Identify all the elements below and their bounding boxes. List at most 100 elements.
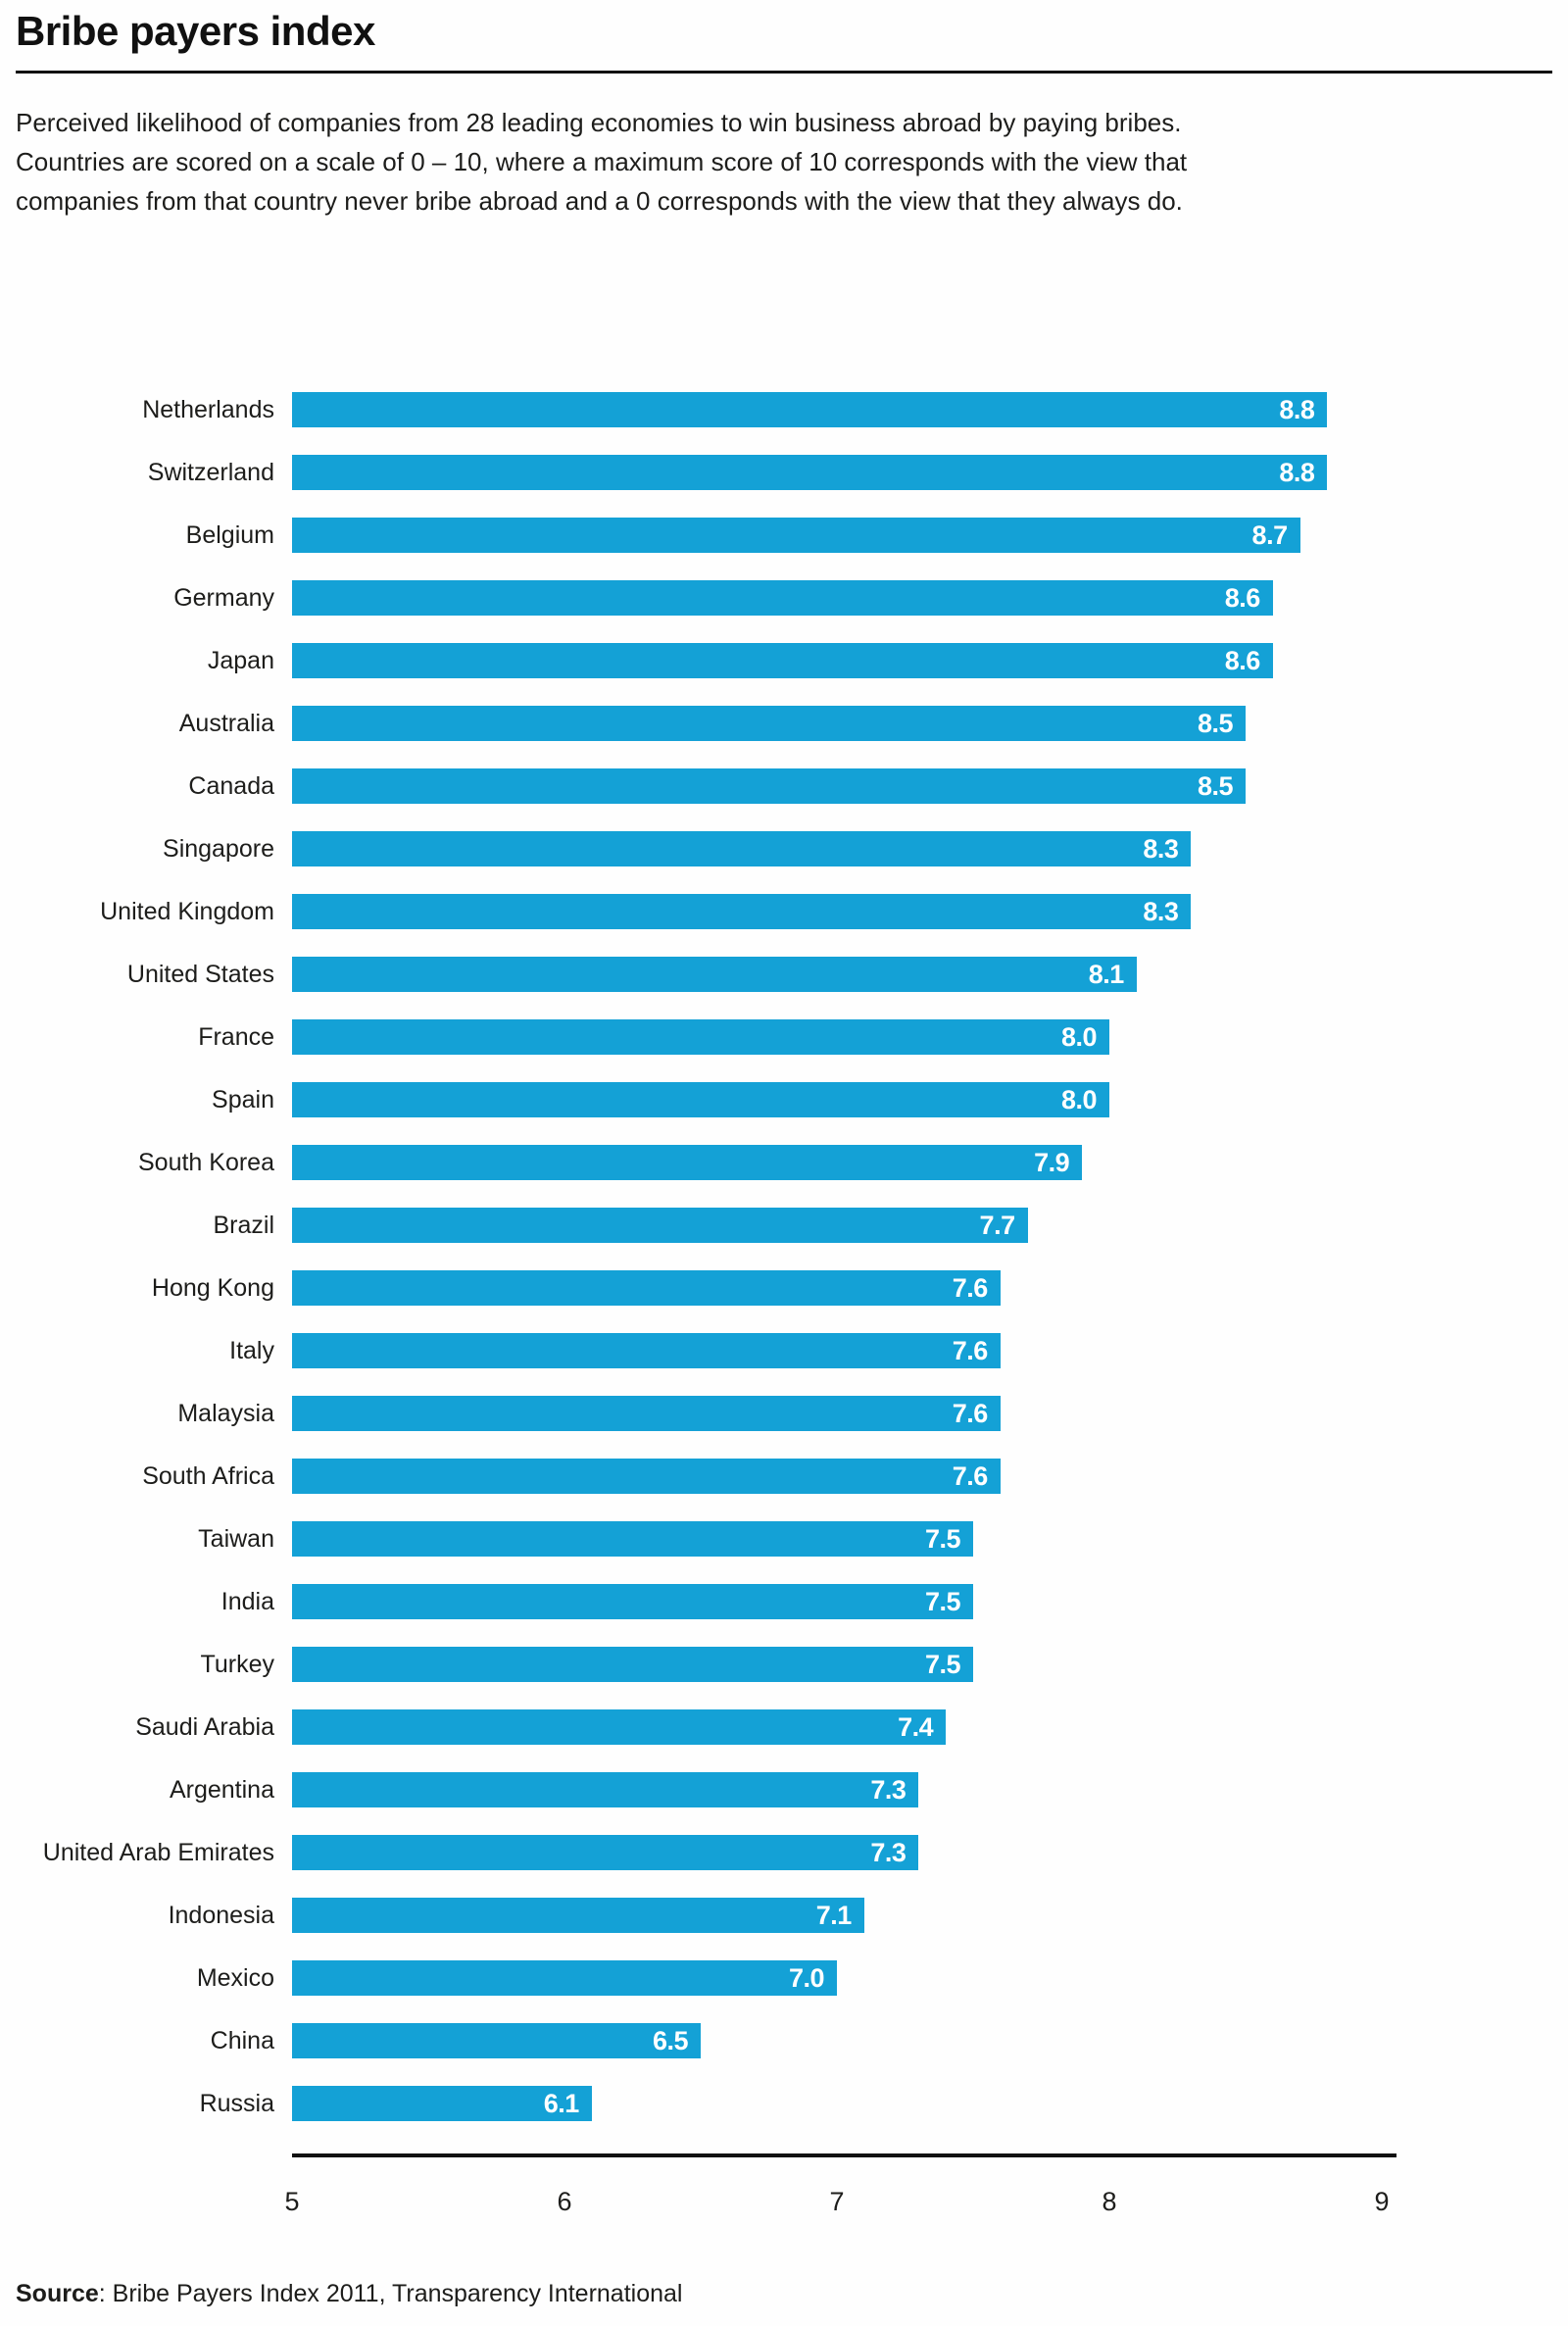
bar-value-label: 8.1 [1088, 959, 1125, 989]
country-label: Japan [207, 646, 274, 674]
chart-row: Spain 8.0 [0, 1068, 1568, 1131]
country-label: Netherlands [142, 395, 274, 423]
axis-tick-label: 7 [829, 2187, 845, 2216]
chart-row: Mexico 7.0 [0, 1947, 1568, 2009]
chart-row: United Arab Emirates 7.3 [0, 1821, 1568, 1884]
x-axis-line [292, 2153, 1396, 2157]
bar-value-label: 7.6 [952, 1335, 989, 1365]
country-label: India [220, 1587, 274, 1615]
country-label: Belgium [185, 520, 274, 549]
description-line: companies from that country never bribe … [16, 186, 1183, 216]
bar-value-label: 7.6 [952, 1460, 989, 1491]
bar: 8.6 [292, 643, 1273, 678]
bar: 7.0 [292, 1960, 837, 1996]
bar-value-label: 8.5 [1197, 708, 1234, 738]
bar-value-label: 7.3 [870, 1837, 906, 1867]
country-label: South Africa [142, 1461, 274, 1490]
bar: 7.6 [292, 1333, 1001, 1368]
bar-value-label: 8.5 [1197, 770, 1234, 801]
chart-row: Netherlands 8.8 [0, 378, 1568, 441]
bar-value-label: 8.8 [1279, 457, 1315, 487]
country-label: Mexico [196, 1963, 274, 1992]
country-label: Turkey [200, 1650, 274, 1678]
country-label: Argentina [169, 1775, 274, 1804]
chart-row: Canada 8.5 [0, 755, 1568, 817]
chart-row: United Kingdom 8.3 [0, 880, 1568, 943]
bar-value-label: 7.5 [924, 1649, 961, 1679]
bar: 7.3 [292, 1835, 919, 1870]
bar-value-label: 8.0 [1060, 1021, 1098, 1052]
bar-value-label: 7.5 [924, 1586, 961, 1616]
country-label: United Arab Emirates [42, 1838, 274, 1866]
country-label: Indonesia [168, 1901, 274, 1929]
chart-row: United States 8.1 [0, 943, 1568, 1006]
bar-value-label: 7.0 [788, 1962, 825, 1993]
bar: 7.1 [292, 1898, 864, 1933]
bar-value-label: 8.3 [1143, 833, 1179, 864]
bar: 8.7 [292, 518, 1300, 553]
bar: 6.1 [292, 2086, 592, 2121]
bar: 7.5 [292, 1647, 973, 1682]
bar: 8.8 [292, 455, 1328, 490]
chart-row: India 7.5 [0, 1570, 1568, 1633]
country-label: Taiwan [198, 1524, 274, 1553]
country-label: Malaysia [177, 1399, 274, 1427]
title-divider [16, 71, 1552, 74]
bar: 7.5 [292, 1521, 973, 1557]
bar: 7.5 [292, 1584, 973, 1619]
country-label: South Korea [138, 1148, 274, 1176]
chart-row: France 8.0 [0, 1006, 1568, 1068]
bar-value-label: 8.7 [1251, 520, 1289, 550]
bar: 8.8 [292, 392, 1328, 427]
bar-value-label: 7.4 [898, 1711, 934, 1742]
chart-row: China 6.5 [0, 2009, 1568, 2072]
chart-rows: Netherlands 8.8 Switzerland 8.8 Belgium … [0, 378, 1568, 2135]
bar-value-label: 8.3 [1143, 896, 1179, 926]
country-label: Russia [199, 2089, 274, 2117]
chart-description: Perceived likelihood of companies from 2… [16, 103, 1552, 221]
bar: 7.6 [292, 1270, 1001, 1306]
description-line: Perceived likelihood of companies from 2… [16, 108, 1182, 137]
axis-tick-label: 9 [1374, 2187, 1390, 2216]
chart-row: Saudi Arabia 7.4 [0, 1696, 1568, 1758]
axis-ticks: 5 6 7 8 9 [0, 2187, 1568, 2226]
bar-value-label: 7.9 [1034, 1147, 1070, 1177]
chart-row: Germany 8.6 [0, 567, 1568, 629]
country-label: Italy [229, 1336, 274, 1364]
axis-tick-label: 6 [557, 2187, 572, 2216]
chart-row: Hong Kong 7.6 [0, 1257, 1568, 1319]
bar: 8.5 [292, 706, 1246, 741]
axis-tick-label: 5 [284, 2187, 300, 2216]
bar: 8.1 [292, 957, 1137, 992]
country-label: France [198, 1022, 274, 1051]
chart-row: Australia 8.5 [0, 692, 1568, 755]
chart-row: Brazil 7.7 [0, 1194, 1568, 1257]
bar: 8.6 [292, 580, 1273, 616]
chart-row: Switzerland 8.8 [0, 441, 1568, 504]
chart-row: Malaysia 7.6 [0, 1382, 1568, 1445]
bar: 7.4 [292, 1709, 947, 1745]
bar-value-label: 7.3 [870, 1774, 906, 1805]
country-label: Australia [178, 709, 274, 737]
bar: 8.3 [292, 831, 1192, 866]
bar-value-label: 7.6 [952, 1398, 989, 1428]
country-label: United Kingdom [100, 897, 274, 925]
description-line: Countries are scored on a scale of 0 – 1… [16, 147, 1188, 176]
country-label: Canada [188, 771, 274, 800]
chart-row: Belgium 8.7 [0, 504, 1568, 567]
page-title: Bribe payers index [16, 8, 375, 54]
bar: 7.7 [292, 1208, 1028, 1243]
bar: 7.6 [292, 1459, 1001, 1494]
bar-value-label: 7.5 [924, 1523, 961, 1554]
bar-chart: Netherlands 8.8 Switzerland 8.8 Belgium … [0, 378, 1568, 2226]
bar: 8.3 [292, 894, 1192, 929]
bar: 6.5 [292, 2023, 701, 2058]
bar-value-label: 8.8 [1279, 394, 1315, 424]
axis-tick-label: 8 [1102, 2187, 1117, 2216]
bar-value-label: 6.5 [652, 2025, 689, 2055]
country-label: Singapore [163, 834, 274, 863]
chart-row: Singapore 8.3 [0, 817, 1568, 880]
country-label: Saudi Arabia [135, 1712, 274, 1741]
bar: 7.3 [292, 1772, 919, 1807]
